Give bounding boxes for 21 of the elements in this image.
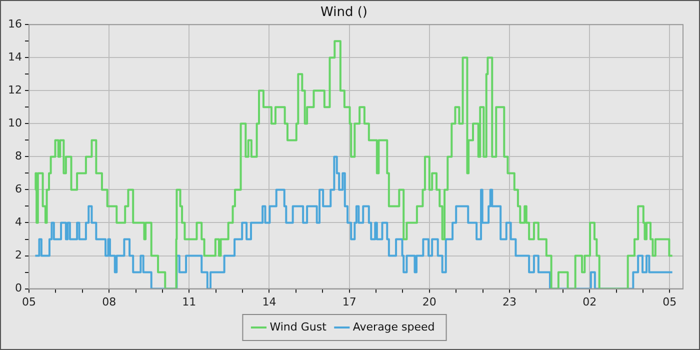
x-tick-label: 08 bbox=[102, 295, 116, 308]
y-tick-label: 12 bbox=[8, 84, 22, 97]
x-tick-label: 02 bbox=[582, 295, 597, 308]
y-tick-label: 14 bbox=[8, 50, 22, 64]
x-tick-label: 17 bbox=[342, 295, 356, 308]
y-tick-label: 16 bbox=[8, 17, 22, 30]
x-tick-label: 11 bbox=[182, 295, 196, 308]
x-tick-label: 20 bbox=[422, 295, 436, 308]
legend-label: Average speed bbox=[352, 320, 435, 334]
y-tick-label: 0 bbox=[14, 282, 22, 295]
x-tick-label: 23 bbox=[502, 295, 516, 308]
y-tick-label: 2 bbox=[14, 248, 22, 262]
x-tick-label: 05 bbox=[22, 295, 36, 308]
x-tick-label: 05 bbox=[662, 295, 677, 308]
y-tick-label: 4 bbox=[14, 216, 22, 229]
y-tick-label: 10 bbox=[8, 116, 22, 130]
x-tick-label: 14 bbox=[262, 295, 276, 308]
y-tick-label: 6 bbox=[14, 182, 22, 196]
y-tick-label: 8 bbox=[14, 150, 22, 163]
chart-title: Wind () bbox=[320, 5, 368, 20]
legend-label: Wind Gust bbox=[270, 320, 328, 334]
